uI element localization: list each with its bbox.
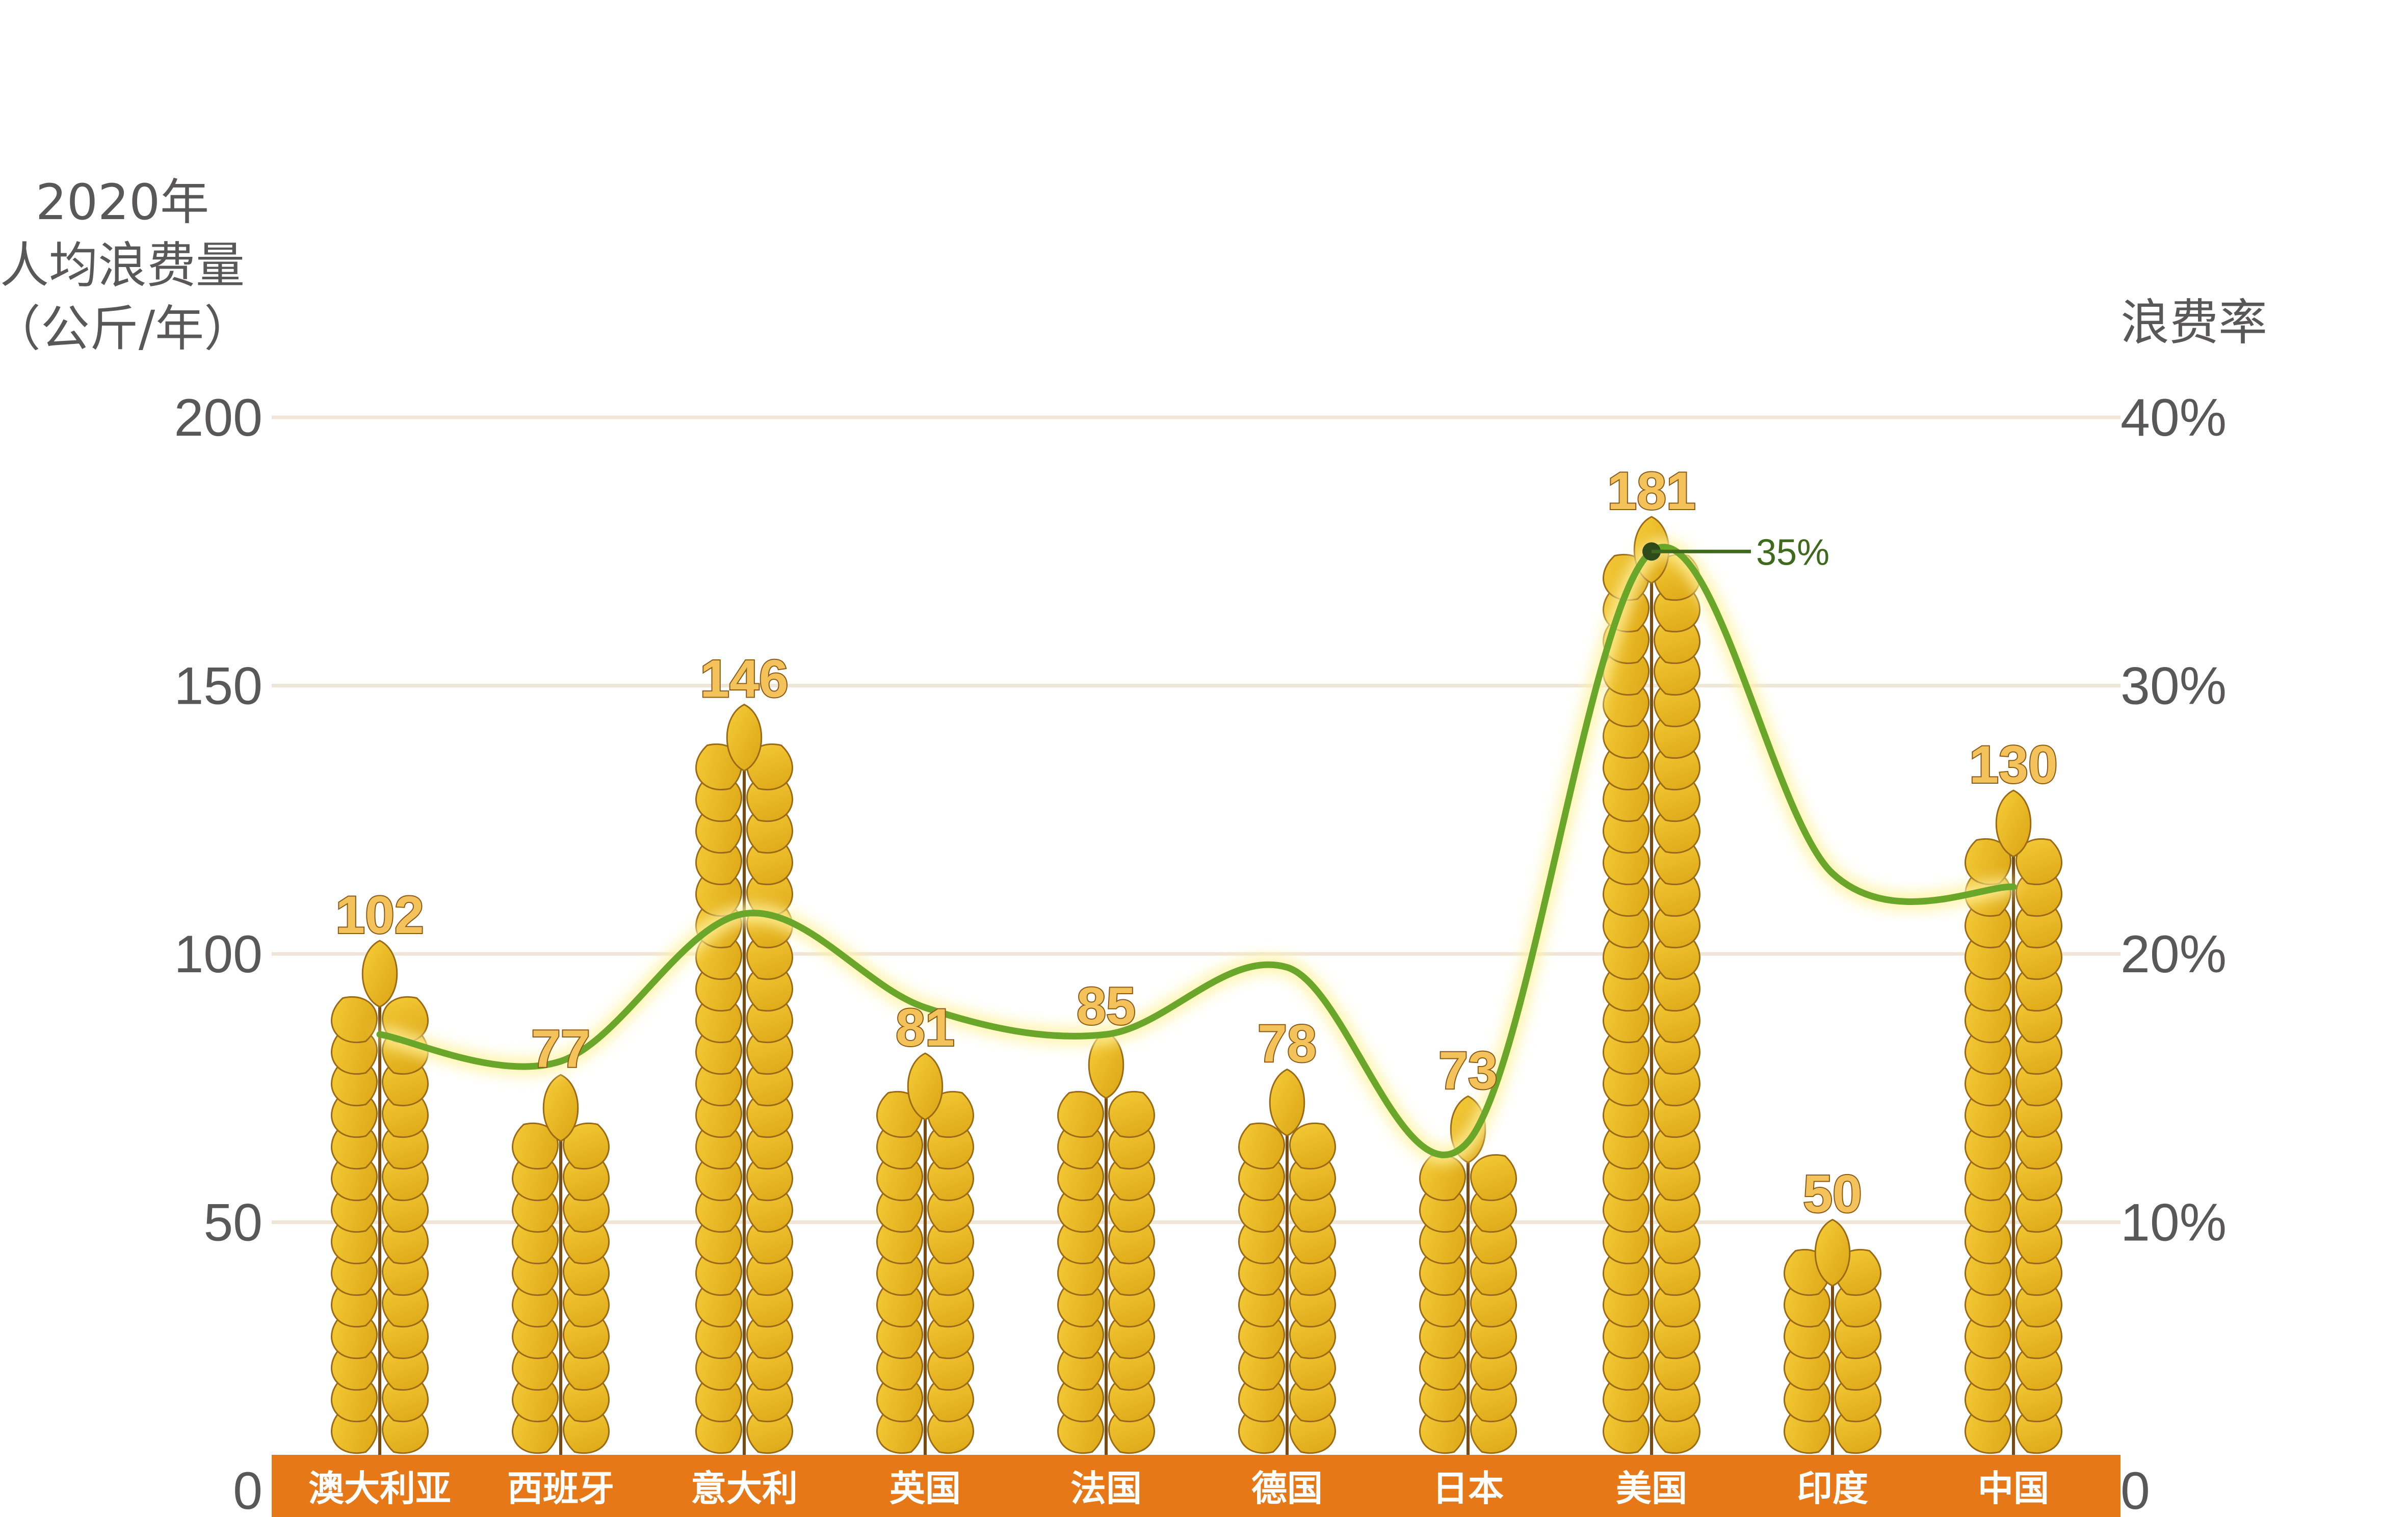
category-label: 美国 [1616,1468,1687,1509]
wheat-tip [1088,1031,1124,1099]
wheat-kernel [1238,1123,1285,1169]
category-label: 日本 [1432,1468,1504,1509]
category-label: 意大利 [691,1468,798,1509]
wheat-bar [512,1074,610,1455]
y-tick-label: 100 [174,925,263,984]
y2-tick-label: 10% [2121,1193,2227,1253]
wheat-bar [1057,1031,1155,1455]
rate-line [376,544,2017,1158]
value-label: 181 [1607,462,1696,521]
y2-tick-label: 30% [2121,657,2227,716]
value-label: 77 [531,1020,590,1079]
value-label: 81 [896,998,955,1057]
wheat-bar [331,940,429,1455]
wheat-bar [876,1052,974,1455]
wheat-kernel [1057,1091,1104,1138]
wheat-tip [1995,789,2032,858]
y2-tick-label: 20% [2121,925,2227,984]
wheat-kernel [1470,1154,1517,1201]
y-tick-label: 0 [233,1461,263,1517]
category-band [272,1455,2121,1517]
y2-tick-label: 0 [2121,1461,2150,1517]
y-tick-label: 50 [203,1193,263,1253]
left-axis-title-line-2: 人均浪费量 [0,237,245,294]
value-label: 130 [1969,735,2058,794]
wheat-tip [907,1052,944,1121]
left-axis-title-line-1: 2020年 [35,174,210,231]
category-label: 西班牙 [507,1468,614,1509]
right-axis-title: 浪费率 [2121,294,2267,351]
category-label: 法国 [1070,1468,1142,1509]
category-label: 英国 [889,1468,961,1509]
left-axis-title-line-3: （公斤/年） [0,300,253,357]
wheat-bar [1238,1068,1336,1455]
wheat-bar [1603,516,1700,1455]
wheat-tip [361,940,398,1008]
wheat-kernel [331,996,378,1043]
category-label: 德国 [1251,1468,1323,1509]
wheat-tip [1814,1218,1851,1287]
value-label: 78 [1258,1015,1317,1074]
category-label: 印度 [1797,1468,1868,1509]
category-label: 中国 [1978,1468,2049,1509]
callout-label: 35% [1756,532,1829,573]
value-label: 146 [700,650,789,709]
wheat-bar [1419,1095,1517,1455]
value-label: 102 [335,886,424,945]
value-label: 85 [1077,977,1136,1036]
wheat-bar [1784,1218,1881,1455]
wheat-tip [542,1074,579,1142]
wheat-tip [726,703,763,772]
y2-tick-label: 40% [2121,388,2227,447]
y-tick-label: 200 [174,388,263,447]
value-label: 50 [1803,1165,1862,1224]
y-tick-label: 150 [174,657,263,716]
value-label: 73 [1438,1041,1498,1100]
left-axis-title: 2020年 人均浪费量 （公斤/年） [0,171,255,360]
category-label: 澳大利亚 [308,1468,451,1509]
wheat-bar [1965,789,2062,1455]
wheat-tip [1269,1068,1305,1137]
wheat-kernel [1108,1091,1155,1138]
rate-line-glow [378,538,2014,1164]
wheat-kernel [1289,1123,1336,1169]
wheat-bar [695,703,793,1455]
